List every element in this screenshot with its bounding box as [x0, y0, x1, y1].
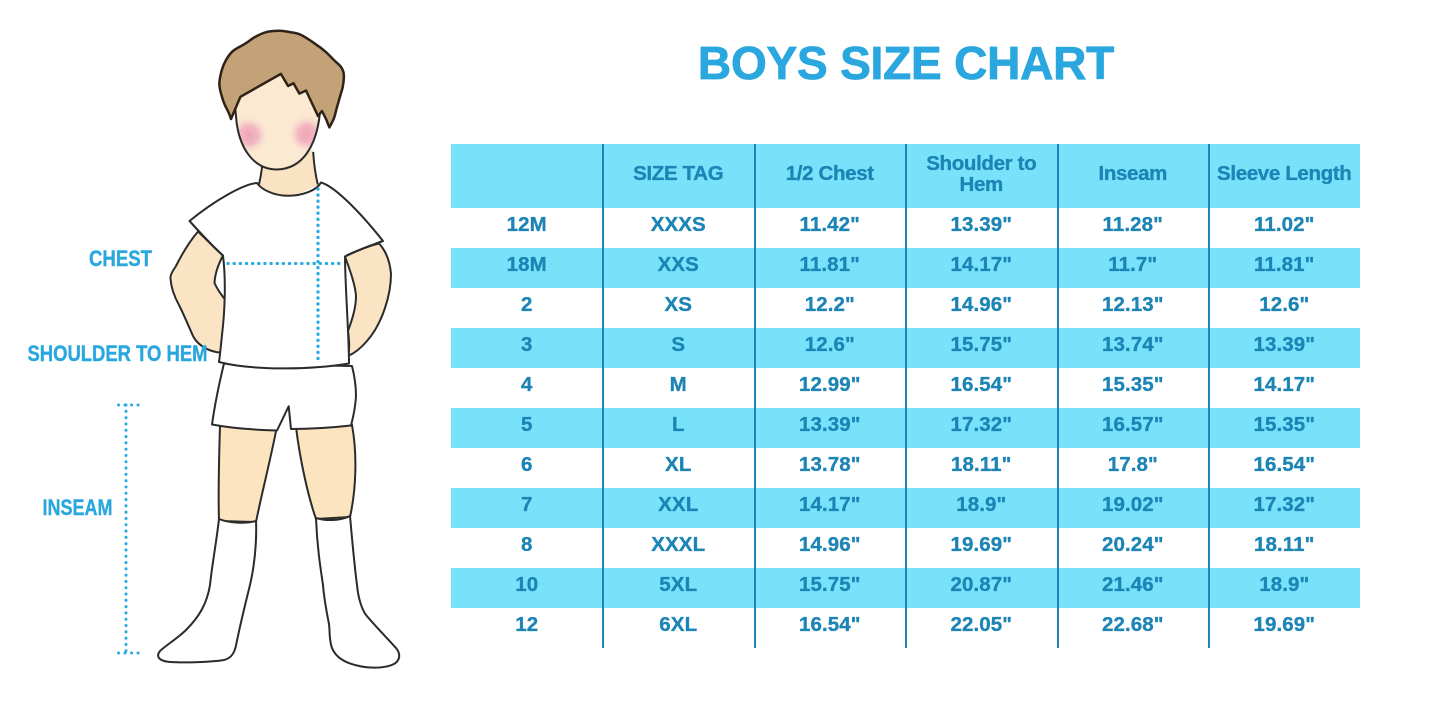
svg-text:INSEAM: INSEAM — [43, 495, 113, 520]
svg-text:SHOULDER TO HEM: SHOULDER TO HEM — [28, 341, 208, 366]
svg-text:CHEST: CHEST — [89, 246, 152, 271]
